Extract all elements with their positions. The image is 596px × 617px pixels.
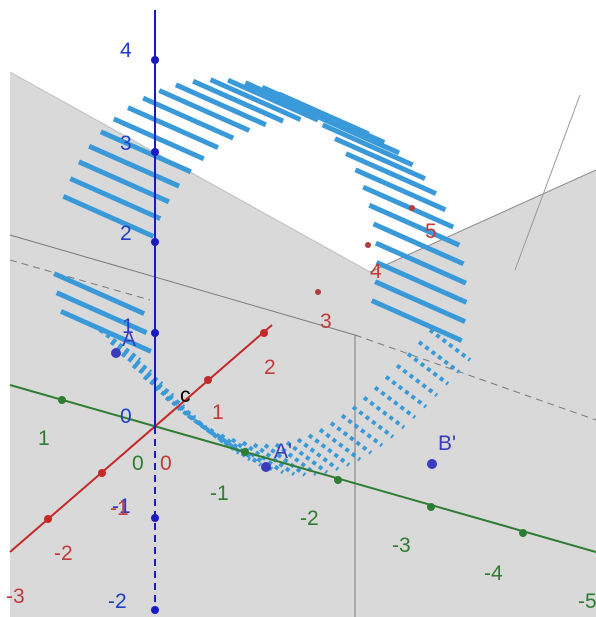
y-tick-label: -3 [392,534,411,557]
z-axis-ticks [151,56,159,614]
z-tick-label: 4 [120,39,132,62]
surface-segment [307,433,351,467]
x-tick-label: -2 [54,542,73,565]
surface-segment [192,78,285,124]
x-tick-label: 0 [160,452,172,475]
surface-segment [59,309,152,354]
y-tick-label: 0 [132,452,144,475]
surface-segment [321,122,414,168]
z-tick-label: 1 [122,315,134,338]
surface-segment [395,363,439,398]
x-tick-label: 1 [212,401,224,424]
surface-segment [62,194,155,239]
surface-segment [362,396,406,430]
point-a[interactable] [111,348,121,358]
z-tick-label: 3 [120,132,132,155]
y-axis [9,384,596,553]
surface-segment [261,85,354,130]
surface-segment [126,105,220,150]
surface-segment [69,176,162,221]
surface-segment [375,260,468,305]
surface-label: 4 [370,260,382,283]
surface-segment [99,129,192,175]
point-a-prime[interactable] [261,462,271,472]
surface-segment [351,405,395,439]
surface-segment [374,279,467,324]
surface-segment [244,80,337,125]
y-tick-label: 1 [38,427,50,450]
x-tick-label: 2 [264,356,276,379]
point-a-prime-label: A' [274,440,292,463]
box-line [9,259,151,301]
surface-segment [417,340,461,374]
x-tick-label: -1 [110,497,129,520]
box-line [514,94,581,271]
box-line [354,334,596,421]
surface-segment [98,328,142,362]
surface-label: 3 [320,310,332,333]
surface-segment [131,363,175,398]
surface-segment [354,167,447,213]
x-axis-ticks [44,329,268,523]
surface-segment [384,375,428,409]
surface-segment [226,77,320,123]
surface-segment [318,428,362,462]
surface-segment [77,159,170,205]
surface-ribbon [53,77,472,477]
surface-segment [209,77,302,122]
surface-segment [373,385,417,420]
surface-segment [142,95,235,141]
surface-segment [344,151,438,196]
surface-segment [112,116,205,162]
surface-segment [158,88,251,133]
surface-segment [374,240,467,286]
surface-segment [109,340,153,374]
y-axis-ticks [58,396,527,537]
xy-plane [10,72,596,617]
y-tick-label: -4 [484,562,503,585]
surface-segment [428,328,472,362]
y-tick-label: -1 [210,482,229,505]
surface-segment [362,184,455,230]
surface-label: 5 [425,220,437,243]
point-a-label: A [122,328,136,351]
surface-segment [53,271,146,316]
surface-segment [333,136,427,181]
surface-segment [55,290,148,335]
surface-segment [88,143,181,189]
y-tick-label: -5 [578,590,596,613]
surface-segment [329,421,373,455]
surface-segment [406,352,450,386]
z-tick-label: -1 [112,495,131,518]
surface-label-dots [315,205,415,295]
surface-segment [340,413,384,448]
x-tick-label: -3 [6,585,25,608]
z-tick-label: 2 [120,222,132,245]
curve-c-label: c [180,384,191,407]
point-b-prime[interactable] [427,459,437,469]
surface-segment [296,437,340,471]
point-b-prime-label: B' [438,432,456,455]
z-tick-label: -2 [108,590,127,613]
y-tick-label: -2 [300,507,319,530]
surface-segment [368,202,461,248]
surface-segment [372,221,465,267]
box-line [9,234,356,336]
surface-segment [285,440,329,475]
z-tick-label: 0 [120,405,132,428]
x-axis [9,324,273,553]
surface-segment [263,443,307,477]
surface-segment [174,82,267,128]
surface-segment [370,298,463,343]
